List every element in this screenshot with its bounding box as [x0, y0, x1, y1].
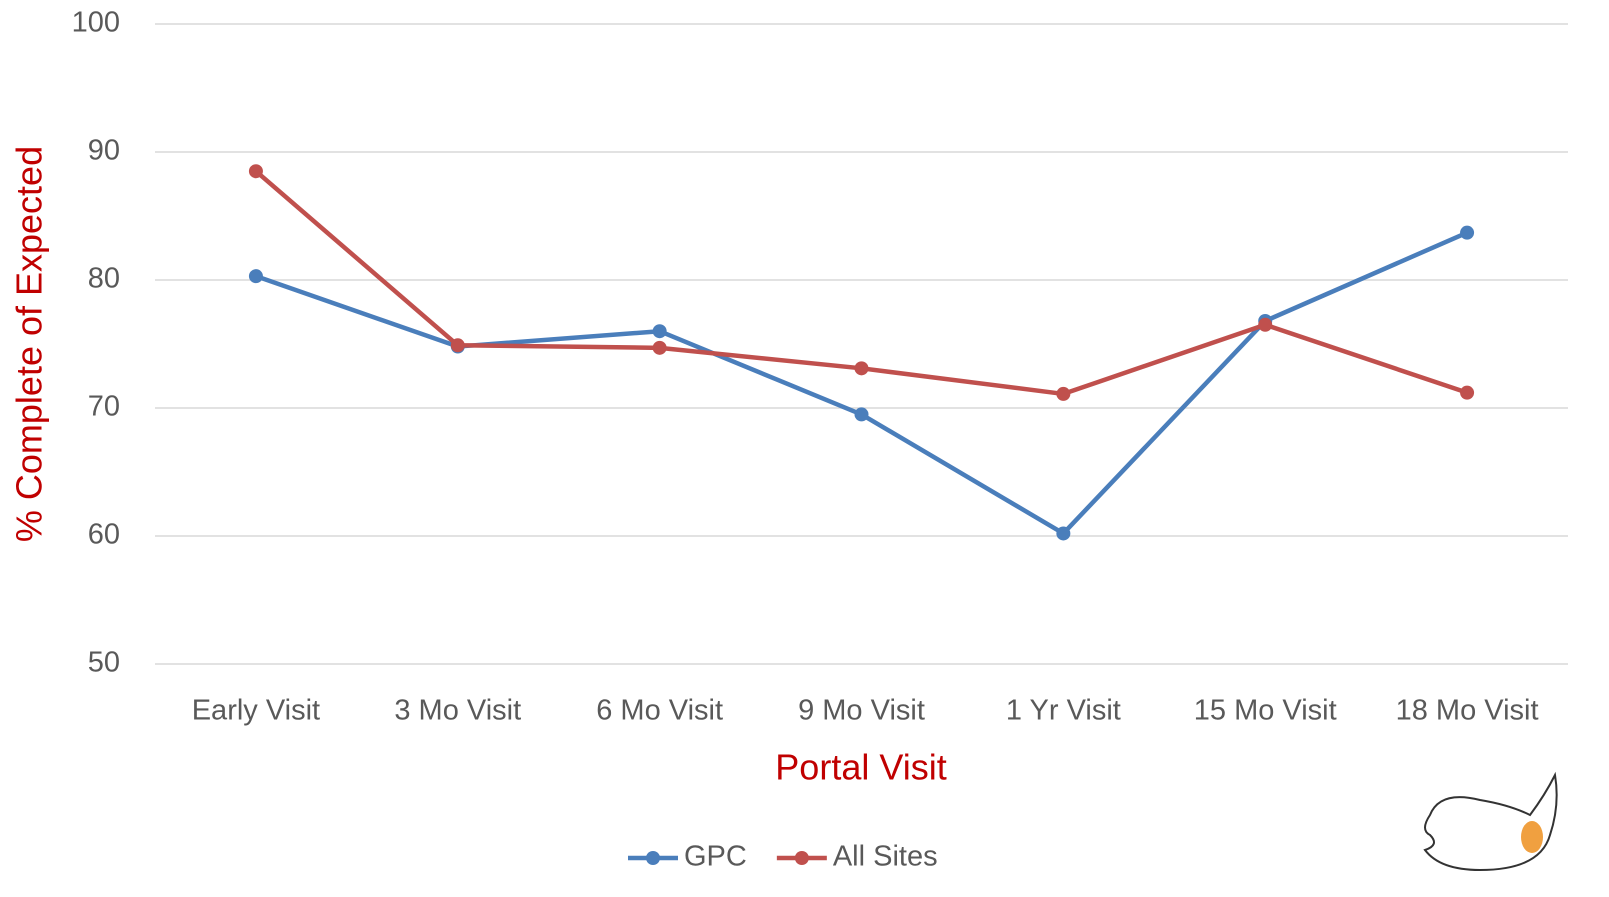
x-axis-title: Portal Visit — [775, 747, 946, 788]
point — [451, 338, 465, 352]
y-tick-label: 100 — [72, 7, 120, 39]
point — [1056, 526, 1070, 540]
x-tick-label: 3 Mo Visit — [394, 695, 521, 727]
x-tick-label: 6 Mo Visit — [596, 695, 723, 727]
point — [653, 341, 667, 355]
point — [855, 361, 869, 375]
legend-marker — [646, 851, 660, 865]
point — [1258, 318, 1272, 332]
series-line — [256, 171, 1467, 394]
y-tick-label: 70 — [88, 391, 120, 423]
y-tick-label: 80 — [88, 263, 120, 295]
x-tick-label: 1 Yr Visit — [1006, 695, 1121, 727]
point — [653, 324, 667, 338]
x-tick-label: 15 Mo Visit — [1194, 695, 1337, 727]
y-tick-label: 90 — [88, 135, 120, 167]
point — [1460, 386, 1474, 400]
x-tick-label: 9 Mo Visit — [798, 695, 925, 727]
legend-label: GPC — [684, 841, 747, 873]
logo — [1425, 775, 1557, 870]
point — [1460, 226, 1474, 240]
y-axis-title: % Complete of Expected — [9, 146, 50, 542]
point — [249, 164, 263, 178]
legend-marker — [795, 851, 809, 865]
legend-label: All Sites — [833, 841, 938, 873]
point — [249, 269, 263, 283]
point — [1056, 387, 1070, 401]
x-tick-label: Early Visit — [192, 695, 320, 727]
point — [855, 407, 869, 421]
y-tick-label: 50 — [88, 647, 120, 679]
chart: Portal Visit % Complete of Expected 50 60… — [0, 0, 1609, 897]
series-line — [256, 233, 1467, 534]
y-tick-label: 60 — [88, 519, 120, 551]
x-tick-label: 18 Mo Visit — [1396, 695, 1539, 727]
